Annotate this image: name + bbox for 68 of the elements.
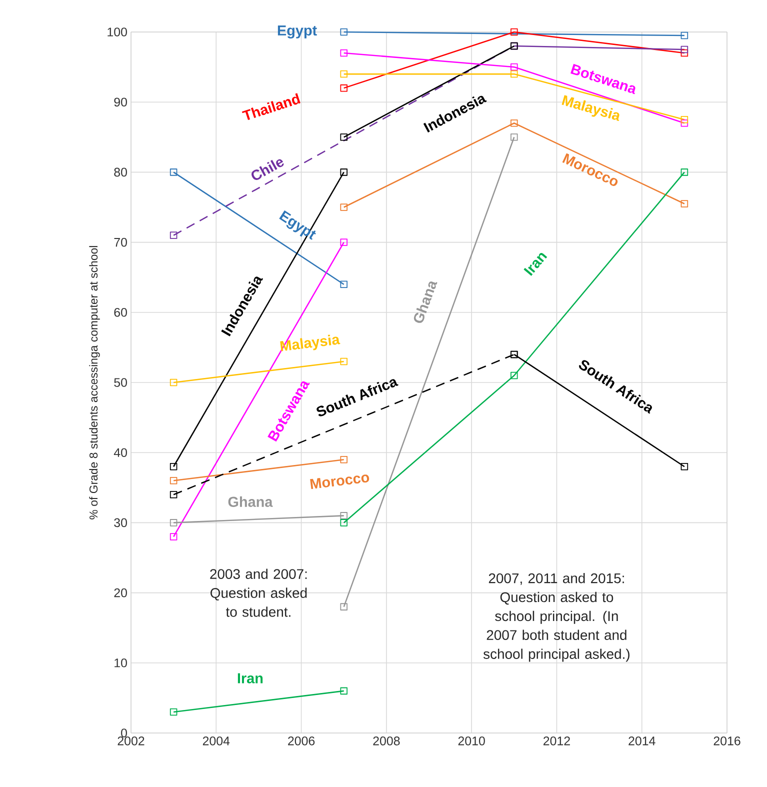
point (340, 204, 348, 211)
x-tick-label: 2004 (202, 736, 230, 746)
point (510, 63, 518, 71)
x-tick-label: 2010 (458, 736, 485, 746)
y-tick-label: 50 (114, 378, 127, 387)
y-tick-label: 80 (114, 168, 127, 177)
point (340, 28, 348, 36)
point (340, 70, 348, 78)
point (340, 519, 348, 526)
annotation: 2007, 2011 and 2015: Question asked to school principal. (In 2007 both student and school principal asked.) (483, 572, 630, 662)
series-label: Ghana (228, 496, 273, 507)
y-tick-label: 20 (114, 588, 127, 598)
point (340, 456, 348, 464)
point (340, 238, 348, 246)
point (510, 70, 518, 78)
text: Malaysia (280, 334, 340, 352)
point (510, 119, 518, 127)
y-tick-label: 40 (114, 448, 127, 458)
point (510, 134, 518, 141)
point (340, 49, 348, 57)
point (340, 512, 348, 520)
point (170, 232, 178, 239)
y-tick-label: 60 (114, 308, 127, 317)
point (680, 49, 688, 57)
text: Ghana (414, 281, 438, 323)
annotation: 2003 and 2007: Question asked to student. (210, 568, 307, 617)
x-tick-label: 2006 (288, 736, 315, 746)
y-axis-title: % of Grade 8 students accessinga computer at school (89, 246, 100, 520)
point (170, 477, 178, 484)
point (680, 168, 688, 176)
x-tick-label: 2016 (714, 736, 740, 746)
point (680, 462, 688, 470)
text: Morocco (310, 474, 370, 490)
point (170, 378, 178, 386)
point (170, 462, 178, 470)
y-tick-label: 70 (114, 238, 127, 247)
y-tick-label: 30 (114, 518, 127, 528)
text: South Africa (316, 379, 398, 416)
point (510, 28, 518, 36)
y-tick-label: 90 (114, 98, 127, 107)
text: Chile (252, 159, 284, 180)
point (340, 168, 348, 176)
point (340, 603, 348, 610)
point (510, 372, 518, 380)
point (680, 119, 688, 127)
point (170, 708, 178, 716)
point (170, 491, 178, 498)
point (340, 84, 348, 92)
point (170, 519, 178, 526)
series-label: Egypt (278, 25, 317, 38)
y-tick-label: 10 (114, 658, 127, 668)
point (680, 32, 688, 40)
point (680, 116, 688, 124)
text: Iran (524, 252, 548, 276)
point (680, 46, 688, 54)
x-tick-label: 2012 (543, 736, 570, 746)
y-tick-label: 100 (108, 28, 127, 36)
point (340, 358, 348, 366)
point (340, 280, 348, 288)
x-tick-label: 2008 (373, 736, 400, 746)
series-label: Iran (238, 673, 263, 684)
point (170, 168, 178, 176)
point (170, 533, 178, 540)
x-tick-label: 2002 (118, 736, 144, 746)
point (340, 687, 348, 695)
point (680, 200, 688, 208)
y-tick-label: 0 (121, 728, 127, 738)
x-tick-label: 2014 (628, 736, 656, 746)
